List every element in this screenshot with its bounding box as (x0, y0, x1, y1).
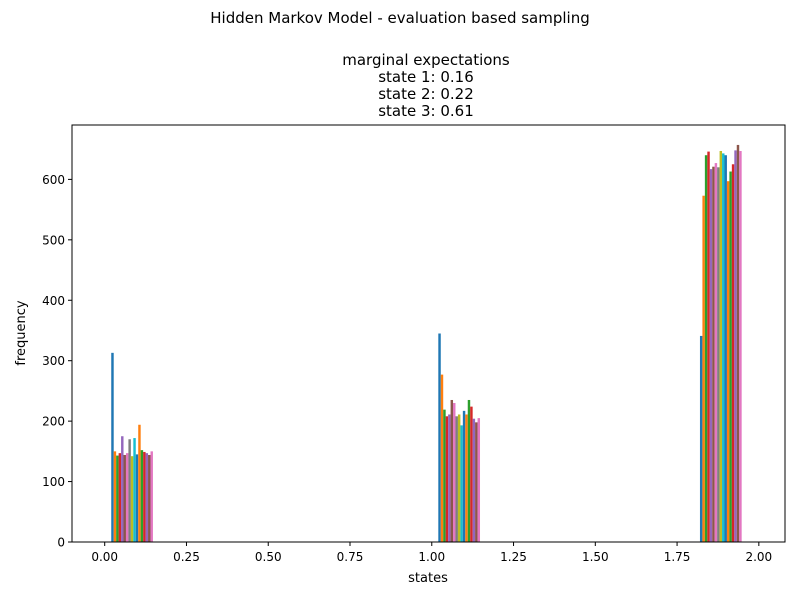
bar (699, 335, 703, 542)
bar (133, 438, 136, 542)
bar (448, 414, 451, 542)
bar (457, 414, 461, 542)
bar (111, 352, 114, 542)
x-tick-label: 1.50 (582, 550, 609, 564)
bar (739, 150, 742, 543)
y-tick-label: 200 (42, 415, 65, 429)
x-tick-label: 2.00 (745, 550, 772, 564)
bar (143, 451, 146, 542)
bar (123, 454, 126, 542)
bar (135, 454, 139, 542)
y-tick-label: 400 (42, 294, 65, 308)
bar (731, 164, 735, 542)
x-tick-label: 0.00 (91, 550, 118, 564)
bar (702, 195, 705, 542)
bar (443, 409, 446, 542)
bar (707, 151, 710, 542)
bar (455, 416, 458, 542)
y-axis-ticks: 0 100 200 300 400 500 600 (42, 173, 72, 550)
bar (467, 399, 471, 542)
bar (477, 418, 481, 542)
title-line: state 1: 0.16 (378, 68, 474, 86)
bar (130, 456, 134, 542)
bar (140, 450, 144, 542)
bar (736, 144, 740, 542)
title-line: state 3: 0.61 (378, 102, 474, 120)
bar (450, 399, 454, 542)
plot-frame (71, 124, 786, 543)
title-line: state 2: 0.22 (378, 85, 474, 103)
bar (726, 181, 730, 542)
y-tick-label: 300 (42, 354, 65, 368)
y-axis-label: frequency (14, 300, 29, 366)
bar (472, 418, 476, 542)
bar (138, 424, 141, 542)
x-tick-label: 1.25 (500, 550, 527, 564)
bar (150, 451, 153, 542)
y-tick-label: 500 (42, 233, 65, 247)
bar (719, 150, 723, 543)
bar (717, 167, 720, 543)
bar (712, 166, 715, 542)
bar (465, 414, 468, 542)
x-tick-label: 0.50 (255, 550, 282, 564)
bar (704, 155, 708, 542)
bar (125, 453, 129, 542)
bar (475, 422, 478, 542)
bar (722, 153, 725, 542)
y-tick-label: 0 (57, 536, 65, 550)
bar (116, 455, 119, 542)
bar (453, 403, 456, 542)
bar (724, 155, 727, 542)
x-tick-label: 1.75 (664, 550, 691, 564)
y-tick-label: 600 (42, 173, 65, 187)
bar (128, 439, 131, 542)
figure-suptitle: Hidden Markov Model - evaluation based s… (210, 9, 589, 27)
title-line: marginal expectations (342, 51, 510, 69)
bar (462, 410, 466, 542)
x-tick-label: 0.25 (173, 550, 200, 564)
y-tick-label: 100 (42, 475, 65, 489)
bar (438, 333, 441, 542)
bar (709, 169, 713, 542)
bar (460, 425, 463, 542)
bar (714, 163, 718, 542)
bar (440, 374, 444, 542)
bar (121, 436, 124, 542)
bar (729, 171, 732, 542)
bar (445, 416, 449, 542)
x-axis-label: states (408, 571, 448, 586)
bars-layer (111, 144, 742, 543)
bar (118, 453, 122, 542)
bar (148, 454, 151, 542)
bar (113, 451, 117, 542)
bar (145, 453, 149, 542)
x-tick-label: 0.75 (337, 550, 364, 564)
bar (734, 150, 737, 542)
x-tick-label: 1.00 (418, 550, 445, 564)
x-axis-ticks: 0.00 0.25 0.50 0.75 1.00 1.25 1.50 1.75 2.00 (91, 542, 772, 564)
bar (470, 406, 473, 542)
